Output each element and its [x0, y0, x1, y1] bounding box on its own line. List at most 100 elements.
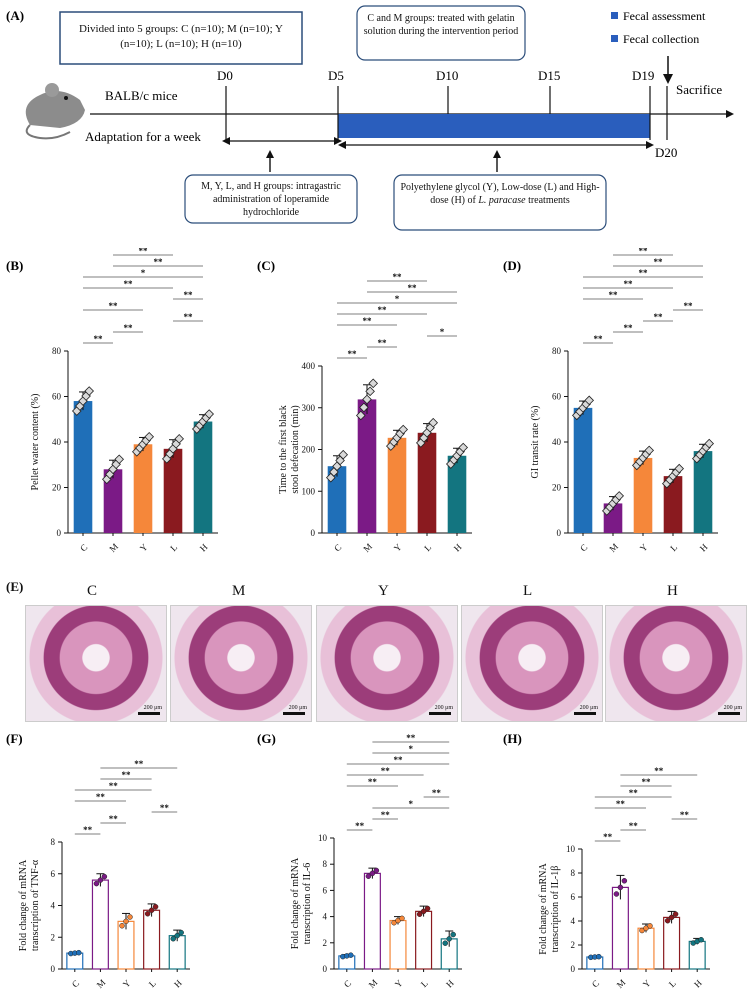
- y-tick-label: 0: [51, 964, 56, 974]
- x-tick-label: L: [419, 978, 430, 989]
- x-tick-label: L: [668, 542, 679, 553]
- data-point: [368, 378, 379, 389]
- significance-label: **: [124, 323, 134, 333]
- panel-label-f: (F): [6, 731, 23, 746]
- x-tick-label: L: [667, 978, 678, 989]
- chart-c: 0 100 200 300 400 Time to the first black stoo…: [278, 272, 472, 554]
- significance-label: **: [109, 814, 119, 824]
- groups-text: Divided into 5 groups: C (n=10); M (n=10…: [79, 23, 283, 50]
- y-tick-label: 100: [302, 486, 316, 496]
- data-point: [174, 434, 185, 444]
- data-point: [704, 438, 715, 449]
- scale-bar: [138, 712, 160, 715]
- x-tick-label: C: [578, 542, 589, 553]
- significance-label: **: [594, 334, 604, 344]
- significance-label: **: [629, 821, 639, 831]
- data-point: [647, 923, 653, 929]
- y-tick-label: 40: [552, 437, 562, 447]
- y-axis-label: transcription of IL-6: [302, 863, 313, 945]
- scale-bar-label: 200 μm: [288, 705, 307, 711]
- day-d5: D5: [328, 68, 344, 83]
- significance-label: **: [684, 301, 694, 311]
- data-point: [613, 891, 620, 897]
- y-tick-label: 0: [557, 528, 562, 538]
- mice-label: BALB/c mice: [105, 88, 178, 103]
- data-point: [668, 914, 675, 921]
- significance-label: **: [83, 825, 93, 835]
- y-tick-label: 300: [302, 403, 316, 413]
- data-point: [114, 454, 125, 465]
- data-point: [420, 908, 427, 915]
- data-point: [362, 394, 372, 405]
- x-tick-label: M: [607, 541, 620, 554]
- fecal-collection-marker: [611, 35, 618, 42]
- significance-label: *: [440, 327, 445, 337]
- y-tick-label: 0: [571, 964, 576, 974]
- data-point: [644, 445, 655, 456]
- y-tick-label: 6: [571, 892, 576, 902]
- data-point: [369, 870, 376, 877]
- y-axis-label: Pellet water content (%): [30, 394, 41, 491]
- bar-y: [389, 919, 407, 970]
- bar-m: [103, 469, 123, 533]
- histology-image-l: 200 μm: [461, 605, 603, 722]
- significance-label: **: [639, 268, 649, 278]
- y-tick-label: 20: [552, 483, 562, 493]
- significance-label: *: [409, 799, 414, 809]
- y-tick-label: 60: [552, 392, 562, 402]
- data-point: [97, 877, 104, 883]
- bar-l: [663, 916, 681, 970]
- bar-h: [688, 940, 706, 970]
- timeline-arrowhead: [726, 110, 734, 118]
- significance-label: **: [368, 777, 378, 787]
- day-d0: D0: [217, 68, 233, 83]
- bar-c: [327, 466, 347, 533]
- y-axis-label: transcription of TNF-α: [30, 859, 41, 951]
- x-tick-label: C: [70, 978, 81, 989]
- significance-label: *: [409, 744, 414, 754]
- y-tick-label: 6: [51, 869, 56, 879]
- data-point: [365, 873, 372, 880]
- panel-label-e: (E): [6, 579, 24, 594]
- y-tick-label: 6: [323, 885, 328, 895]
- bar-h: [447, 455, 467, 533]
- x-tick-label: M: [361, 541, 374, 554]
- y-tick-label: 0: [57, 528, 62, 538]
- x-tick-label: M: [95, 977, 108, 990]
- adaptation-label: Adaptation for a week: [85, 129, 201, 144]
- y-tick-label: 2: [571, 940, 576, 950]
- day-d10: D10: [436, 68, 458, 83]
- scale-bar: [429, 712, 451, 715]
- x-tick-label: L: [168, 542, 179, 553]
- significance-label: **: [154, 257, 164, 267]
- significance-label: **: [378, 338, 388, 348]
- data-point: [365, 386, 375, 397]
- day-d15: D15: [538, 68, 560, 83]
- data-point: [84, 386, 95, 396]
- bar-y: [637, 927, 655, 970]
- y-tick-label: 60: [52, 392, 62, 402]
- y-tick-label: 20: [52, 483, 62, 493]
- x-tick-label: H: [698, 542, 710, 554]
- histology-label-m: M: [232, 583, 246, 599]
- x-tick-label: H: [172, 978, 184, 990]
- bar-m: [91, 879, 109, 970]
- x-tick-label: C: [78, 542, 89, 553]
- bar-m: [363, 872, 381, 970]
- timeline-panel: (A) Divided into 5 groups: C (n=10); M (…: [6, 5, 734, 231]
- data-point: [144, 911, 151, 917]
- significance-label: *: [141, 268, 146, 278]
- bar-y: [387, 437, 407, 533]
- data-point: [458, 442, 469, 453]
- x-tick-label: Y: [393, 978, 405, 990]
- fecal-assessment-marker: [611, 12, 618, 19]
- x-tick-label: H: [198, 542, 210, 554]
- bar-c: [73, 401, 93, 533]
- panel-label-d: (D): [503, 258, 521, 273]
- data-point: [119, 922, 125, 929]
- data-point: [373, 867, 380, 874]
- histology-label-y: Y: [378, 583, 389, 599]
- data-point: [204, 409, 215, 419]
- bar-h: [193, 421, 213, 533]
- significance-label: **: [109, 781, 119, 791]
